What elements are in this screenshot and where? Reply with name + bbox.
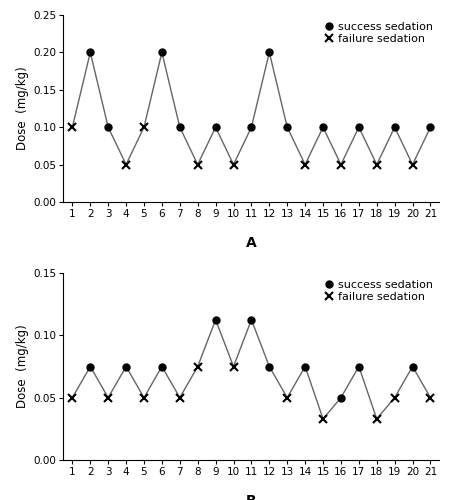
Legend: success sedation, failure sedation: success sedation, failure sedation	[322, 278, 434, 303]
Legend: success sedation, failure sedation: success sedation, failure sedation	[322, 20, 434, 45]
Text: B: B	[246, 494, 257, 500]
Text: A: A	[246, 236, 257, 250]
Y-axis label: Dose  (mg/kg): Dose (mg/kg)	[16, 66, 29, 150]
Y-axis label: Dose  (mg/kg): Dose (mg/kg)	[16, 324, 29, 408]
